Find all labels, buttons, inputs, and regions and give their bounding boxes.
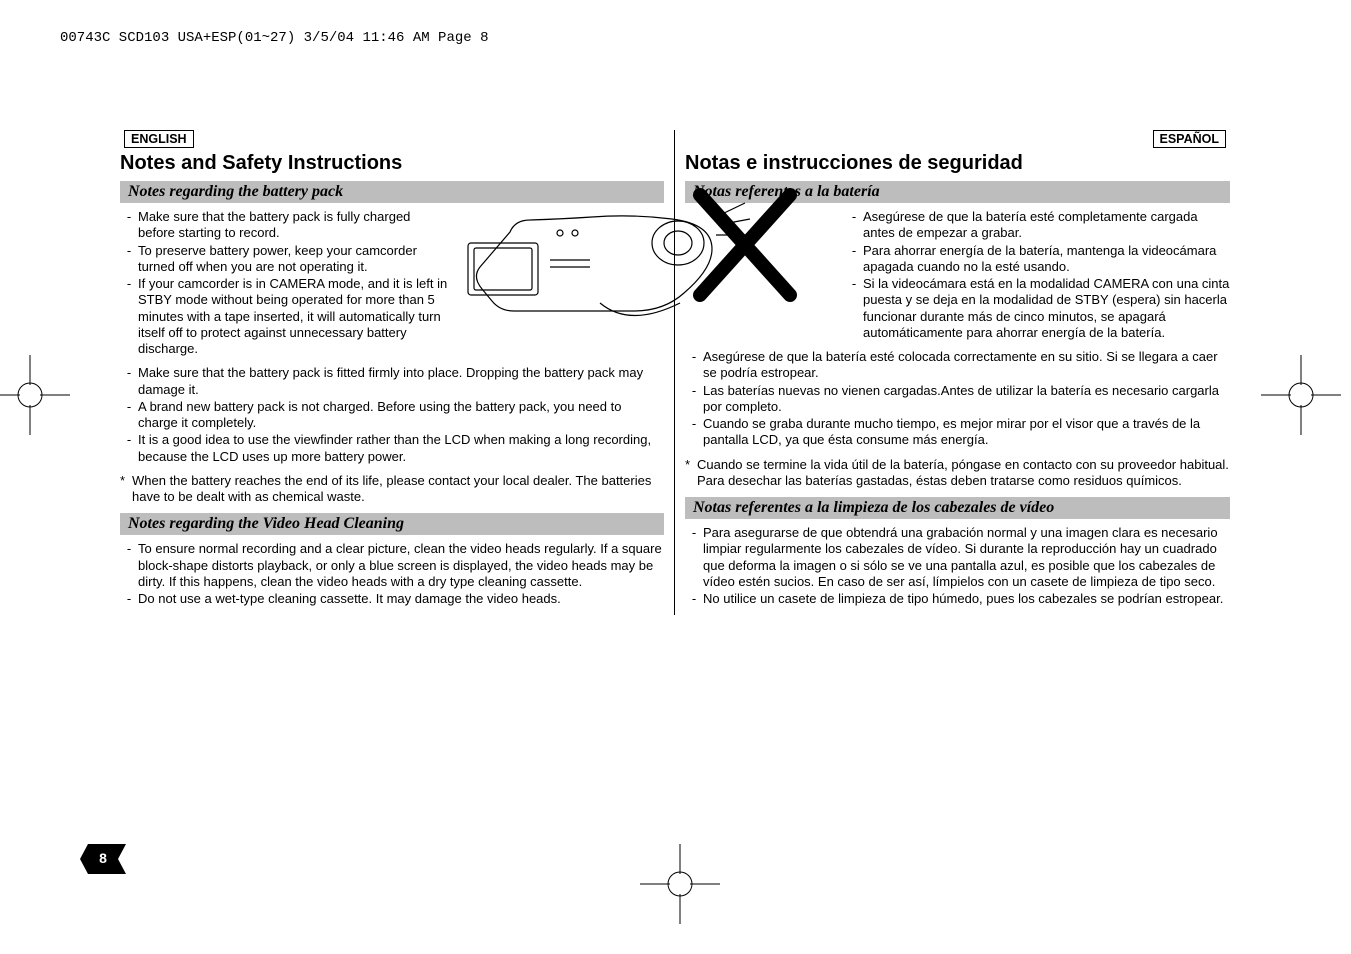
bullet: To preserve battery power, keep your cam… — [138, 243, 450, 276]
bullet: Asegúrese de que la batería esté colocad… — [703, 349, 1230, 382]
title-en: Notes and Safety Instructions — [120, 152, 664, 175]
manual-page: 00743C SCD103 USA+ESP(01~27) 3/5/04 11:4… — [0, 0, 1351, 954]
page-number: 8 — [80, 850, 126, 866]
bullet: A brand new battery pack is not charged.… — [138, 399, 664, 432]
crop-mark-bottom — [640, 844, 720, 924]
title-es: Notas e instrucciones de seguridad — [685, 152, 1230, 175]
lang-badge-en: ENGLISH — [124, 130, 194, 148]
battery-bottom-bullets-en: -Make sure that the battery pack is fitt… — [120, 365, 664, 465]
bullet: Make sure that the battery pack is fully… — [138, 209, 450, 242]
cleaning-bullets-en: -To ensure normal recording and a clear … — [120, 541, 664, 607]
content-area: ENGLISH Notes and Safety Instructions No… — [120, 130, 1230, 615]
section-cleaning-es: Notas referentes a la limpieza de los ca… — [685, 497, 1230, 519]
battery-bottom-bullets-es: -Asegúrese de que la batería esté coloca… — [685, 349, 1230, 449]
bullet: If your camcorder is in CAMERA mode, and… — [138, 276, 450, 357]
bullet: Make sure that the battery pack is fitte… — [138, 365, 664, 398]
bullet: Para ahorrar energía de la batería, mant… — [863, 243, 1230, 276]
battery-top-bullets-en: -Make sure that the battery pack is full… — [120, 209, 450, 357]
battery-note-es: *Cuando se termine la vida útil de la ba… — [685, 457, 1230, 490]
bullet: To ensure normal recording and a clear p… — [138, 541, 664, 590]
page-number-badge: 8 — [80, 844, 126, 874]
crop-mark-right — [1261, 355, 1341, 435]
bullet: No utilice un casete de limpieza de tipo… — [703, 591, 1230, 607]
bullet: Cuando se graba durante mucho tiempo, es… — [703, 416, 1230, 449]
bullet: Asegúrese de que la batería esté complet… — [863, 209, 1230, 242]
camcorder-illustration — [420, 185, 800, 345]
bullet: Para asegurarse de que obtendrá una grab… — [703, 525, 1230, 590]
header-filename: 00743C SCD103 USA+ESP(01~27) 3/5/04 11:4… — [60, 30, 488, 46]
section-cleaning-en: Notes regarding the Video Head Cleaning — [120, 513, 664, 535]
crop-mark-left — [0, 355, 70, 435]
bullet: Si la videocámara está en la modalidad C… — [863, 276, 1230, 341]
cleaning-bullets-es: -Para asegurarse de que obtendrá una gra… — [685, 525, 1230, 607]
bullet: Las baterías nuevas no vienen cargadas.A… — [703, 383, 1230, 416]
print-header: 00743C SCD103 USA+ESP(01~27) 3/5/04 11:4… — [60, 30, 488, 46]
battery-top-bullets-es: -Asegúrese de que la batería esté comple… — [845, 209, 1230, 341]
bullet: It is a good idea to use the viewfinder … — [138, 432, 664, 465]
bullet: Do not use a wet-type cleaning cassette.… — [138, 591, 664, 607]
battery-note-en: *When the battery reaches the end of its… — [120, 473, 664, 506]
lang-badge-es: ESPAÑOL — [1153, 130, 1227, 148]
